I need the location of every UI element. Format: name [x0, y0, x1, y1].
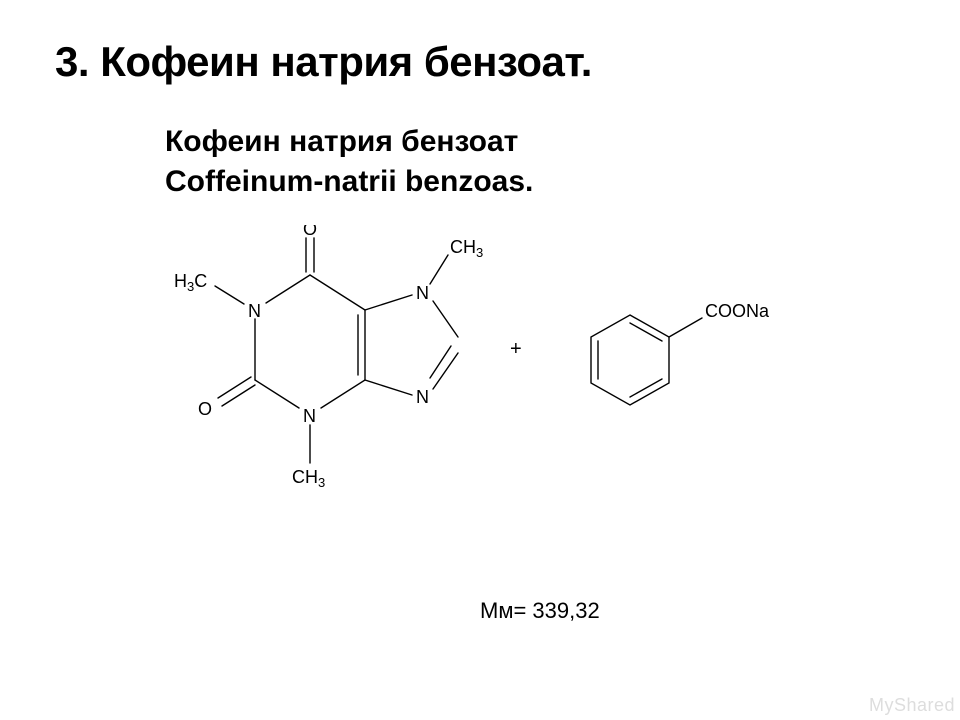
label-O-top: O — [303, 225, 317, 239]
slide-title: 3. Кофеин натрия бензоат. — [55, 38, 592, 86]
label-N1: N — [248, 301, 261, 321]
watermark: MyShared — [869, 695, 955, 716]
molecular-mass: Мм= 339,32 — [480, 598, 600, 624]
label-N7: N — [416, 283, 429, 303]
chemical-structure-diagram: O O N N N N H3C CH3 CH3 + COONa — [140, 225, 780, 555]
subtitle-latin: Coffeinum-natrii benzoas. — [165, 165, 533, 199]
subtitle-russian: Кофеин натрия бензоат — [165, 125, 533, 159]
subtitle-block: Кофеин натрия бензоат Coffeinum-natrii b… — [165, 125, 533, 199]
label-N9: N — [416, 387, 429, 407]
label-O-left: O — [198, 399, 212, 419]
label-N3: N — [303, 406, 316, 426]
plus-symbol: + — [510, 338, 522, 360]
label-COONa: COONa — [705, 301, 770, 321]
